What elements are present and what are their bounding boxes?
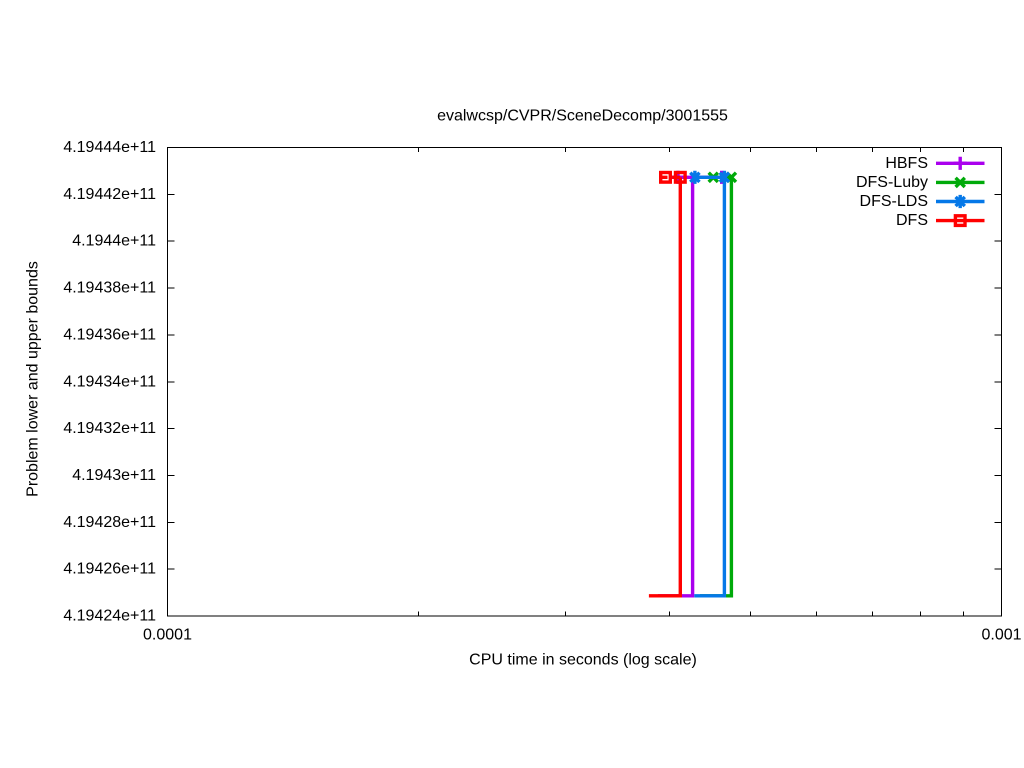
svg-text:0.0001: 0.0001: [143, 626, 192, 643]
svg-text:DFS-Luby: DFS-Luby: [856, 174, 928, 191]
svg-text:DFS: DFS: [896, 212, 928, 229]
svg-text:4.19442e+11: 4.19442e+11: [63, 186, 156, 203]
svg-text:0.001: 0.001: [981, 626, 1021, 643]
svg-text:4.19424e+11: 4.19424e+11: [63, 608, 156, 625]
svg-text:4.19436e+11: 4.19436e+11: [63, 326, 156, 343]
svg-text:4.19432e+11: 4.19432e+11: [63, 420, 156, 437]
svg-text:4.1943e+11: 4.1943e+11: [72, 467, 156, 484]
svg-text:CPU time in seconds (log scale: CPU time in seconds (log scale): [469, 652, 697, 669]
svg-text:Problem lower and upper bounds: Problem lower and upper bounds: [25, 261, 42, 497]
svg-text:4.1944e+11: 4.1944e+11: [72, 233, 156, 250]
svg-text:evalwcsp/CVPR/SceneDecomp/3001: evalwcsp/CVPR/SceneDecomp/3001555: [437, 108, 728, 125]
svg-text:HBFS: HBFS: [885, 155, 928, 172]
svg-text:4.19434e+11: 4.19434e+11: [63, 373, 156, 390]
svg-text:DFS-LDS: DFS-LDS: [860, 193, 928, 210]
svg-text:4.19444e+11: 4.19444e+11: [63, 139, 156, 156]
svg-text:4.19438e+11: 4.19438e+11: [63, 280, 156, 297]
svg-text:4.19426e+11: 4.19426e+11: [63, 561, 156, 578]
svg-text:4.19428e+11: 4.19428e+11: [63, 514, 156, 531]
